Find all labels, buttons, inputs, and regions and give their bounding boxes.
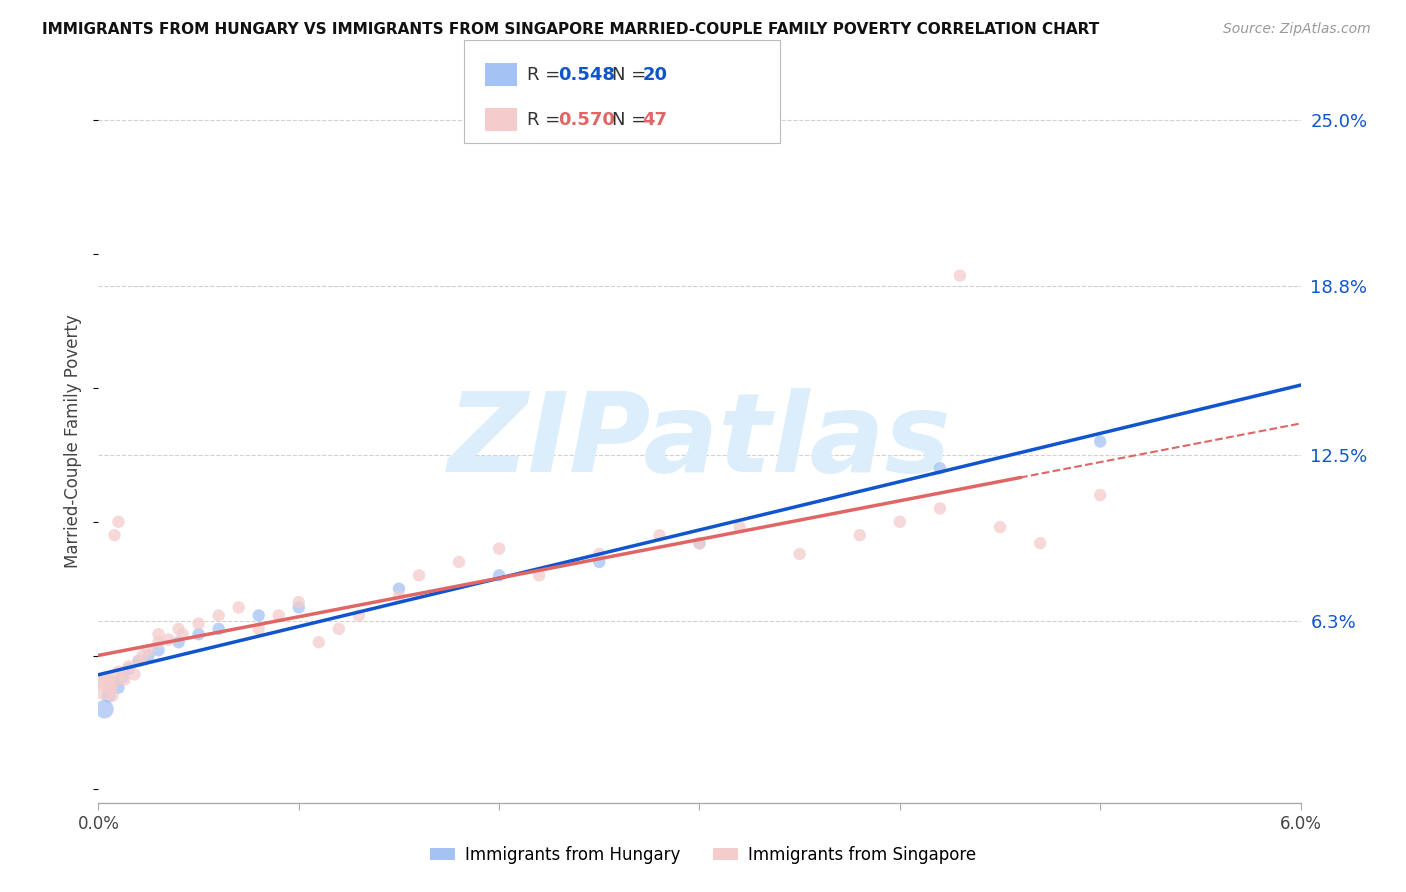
Point	[588, 555, 610, 569]
Point	[929, 501, 952, 516]
Point	[208, 622, 231, 636]
Point	[97, 689, 120, 703]
Point	[689, 536, 711, 550]
Point	[648, 528, 671, 542]
Text: N =: N =	[612, 66, 651, 84]
Point	[103, 528, 125, 542]
Text: Source: ZipAtlas.com: Source: ZipAtlas.com	[1223, 22, 1371, 37]
Point	[138, 643, 160, 657]
Point	[308, 635, 330, 649]
Point	[408, 568, 430, 582]
Point	[128, 654, 150, 668]
Point	[148, 643, 170, 657]
Point	[117, 662, 139, 676]
Text: IMMIGRANTS FROM HUNGARY VS IMMIGRANTS FROM SINGAPORE MARRIED-COUPLE FAMILY POVER: IMMIGRANTS FROM HUNGARY VS IMMIGRANTS FR…	[42, 22, 1099, 37]
Point	[107, 515, 129, 529]
Point	[228, 600, 250, 615]
Point	[187, 616, 209, 631]
Point	[388, 590, 411, 604]
Point	[111, 667, 134, 681]
Text: 0.548: 0.548	[558, 66, 616, 84]
Point	[103, 675, 125, 690]
Point	[208, 608, 231, 623]
Text: 47: 47	[643, 111, 668, 128]
Point	[107, 681, 129, 695]
Point	[148, 627, 170, 641]
Y-axis label: Married-Couple Family Poverty: Married-Couple Family Poverty	[65, 315, 83, 568]
Point	[124, 667, 146, 681]
Point	[949, 268, 972, 283]
Point	[1090, 434, 1112, 449]
Point	[101, 689, 124, 703]
Point	[107, 665, 129, 679]
Point	[111, 670, 134, 684]
Point	[100, 681, 122, 695]
Text: ZIPatlas: ZIPatlas	[447, 388, 952, 495]
Point	[117, 659, 139, 673]
Point	[988, 520, 1011, 534]
Point	[588, 547, 610, 561]
Point	[131, 648, 153, 663]
Point	[114, 673, 136, 687]
Text: R =: R =	[527, 111, 567, 128]
Point	[929, 461, 952, 475]
Point	[167, 622, 190, 636]
Point	[128, 654, 150, 668]
Point	[167, 635, 190, 649]
Point	[103, 675, 125, 690]
Point	[93, 681, 115, 695]
Text: 0.570: 0.570	[558, 111, 614, 128]
Legend: Immigrants from Hungary, Immigrants from Singapore: Immigrants from Hungary, Immigrants from…	[423, 839, 983, 871]
Point	[689, 536, 711, 550]
Point	[288, 595, 311, 609]
Point	[447, 555, 470, 569]
Point	[1029, 536, 1052, 550]
Text: N =: N =	[612, 111, 651, 128]
Point	[93, 702, 115, 716]
Point	[288, 600, 311, 615]
Point	[388, 582, 411, 596]
Point	[328, 622, 350, 636]
Point	[529, 568, 551, 582]
Point	[488, 568, 510, 582]
Point	[187, 627, 209, 641]
Point	[1090, 488, 1112, 502]
Point	[488, 541, 510, 556]
Point	[347, 608, 370, 623]
Point	[267, 608, 290, 623]
Point	[97, 670, 120, 684]
Point	[172, 627, 194, 641]
Text: 20: 20	[643, 66, 668, 84]
Point	[247, 608, 270, 623]
Point	[789, 547, 811, 561]
Point	[247, 622, 270, 636]
Point	[148, 635, 170, 649]
Text: R =: R =	[527, 66, 567, 84]
Point	[728, 520, 751, 534]
Point	[96, 675, 118, 690]
Point	[889, 515, 911, 529]
Point	[157, 632, 180, 647]
Point	[138, 648, 160, 663]
Point	[849, 528, 872, 542]
